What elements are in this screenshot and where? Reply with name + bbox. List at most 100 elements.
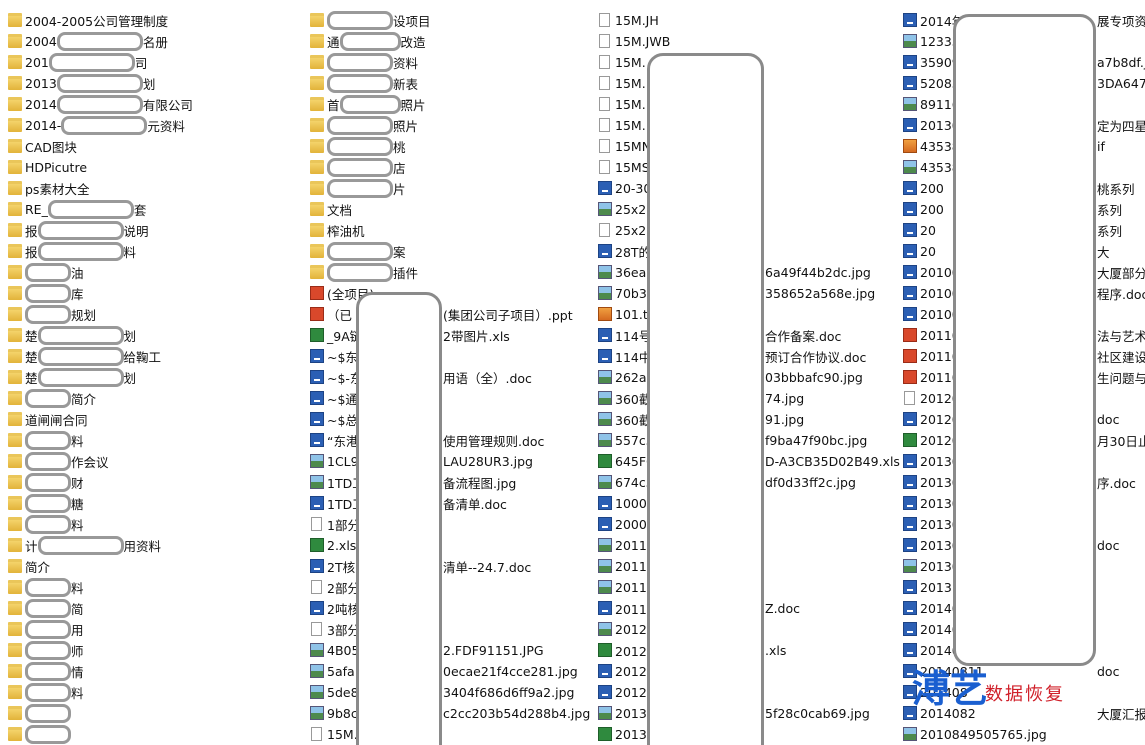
file-item[interactable]: 201 司 bbox=[8, 52, 147, 73]
file-item[interactable]: 糖 bbox=[8, 493, 84, 514]
file-item[interactable]: 作会议 bbox=[8, 451, 109, 472]
file-item[interactable]: 2.xls bbox=[310, 535, 356, 556]
file-item[interactable]: 照片 bbox=[310, 115, 418, 136]
file-item[interactable]: 通 改造 bbox=[310, 31, 426, 52]
file-item[interactable]: （已 (集团公司子项目）.ppt bbox=[310, 304, 573, 325]
file-item[interactable]: 360截 91.jpg bbox=[598, 409, 804, 430]
file-item[interactable]: 简 bbox=[8, 598, 84, 619]
file-item[interactable]: _9A链 2带图片.xls bbox=[310, 325, 510, 346]
file-item[interactable]: 料 bbox=[8, 577, 84, 598]
file-item[interactable]: 20130 bbox=[903, 514, 960, 535]
file-item[interactable]: 15M. bbox=[598, 115, 646, 136]
file-item[interactable]: 2000 bbox=[598, 514, 647, 535]
file-item[interactable]: 新表 bbox=[310, 73, 418, 94]
file-item[interactable]: 楚 给鞠工 bbox=[8, 346, 161, 367]
file-item[interactable]: 20131 bbox=[903, 577, 960, 598]
file-item[interactable]: 20140 bbox=[903, 640, 960, 661]
file-item[interactable]: 料 bbox=[8, 682, 84, 703]
file-item[interactable]: 20140811 doc bbox=[903, 661, 1119, 682]
file-item[interactable]: ps素材大全 bbox=[8, 178, 89, 199]
file-item[interactable]: 1000 bbox=[598, 493, 647, 514]
file-item[interactable]: 114中 预订合作协议.doc bbox=[598, 346, 866, 367]
file-item[interactable]: 262a 03bbbafc90.jpg bbox=[598, 367, 863, 388]
file-item[interactable]: 2吨核 bbox=[310, 598, 360, 619]
file-item[interactable]: 报 说明 bbox=[8, 220, 149, 241]
file-item[interactable]: 简介 bbox=[8, 556, 50, 577]
file-item[interactable]: 规划 bbox=[8, 304, 96, 325]
file-item[interactable]: 油 bbox=[8, 262, 84, 283]
file-item[interactable]: 52083 3DA6471 bbox=[903, 73, 1145, 94]
file-item[interactable]: 案 bbox=[310, 241, 406, 262]
file-item[interactable]: 情 bbox=[8, 661, 84, 682]
file-item[interactable]: 20130 bbox=[903, 556, 960, 577]
file-item[interactable] bbox=[8, 703, 71, 724]
file-item[interactable]: 2012 bbox=[598, 661, 647, 682]
file-item[interactable]: 2014082 大厦汇报材料.ppt bbox=[903, 703, 1145, 724]
file-item[interactable]: 15M. bbox=[598, 52, 646, 73]
file-item[interactable]: 资料 bbox=[310, 52, 418, 73]
file-item[interactable]: 3部分 bbox=[310, 619, 360, 640]
file-item[interactable]: 20140 bbox=[903, 598, 960, 619]
file-item[interactable]: 2011- bbox=[598, 577, 651, 598]
file-item[interactable]: 20120 月30日止 bbox=[903, 430, 1145, 451]
file-item[interactable]: ~$东 bbox=[310, 346, 358, 367]
file-item[interactable]: 114号 合作备案.doc bbox=[598, 325, 841, 346]
file-item[interactable]: 2011年 Z.doc bbox=[598, 598, 800, 619]
file-item[interactable]: 20 大 bbox=[903, 241, 1110, 262]
file-item[interactable]: 道闸闸合同 bbox=[8, 409, 88, 430]
file-item[interactable]: 20110 生问题与 bbox=[903, 367, 1145, 388]
file-item[interactable]: 库 bbox=[8, 283, 84, 304]
file-item[interactable]: HDPicutre bbox=[8, 157, 87, 178]
file-item[interactable]: CAD图块 bbox=[8, 136, 77, 157]
file-item[interactable]: 28T的 bbox=[598, 241, 651, 262]
file-item[interactable]: 榨油机 bbox=[310, 220, 365, 241]
file-item[interactable]: 1TD工 备清单.doc bbox=[310, 493, 507, 514]
file-item[interactable]: 2013 5f28c0cab69.jpg bbox=[598, 703, 870, 724]
file-item[interactable]: 2012 bbox=[598, 682, 647, 703]
file-item[interactable]: 用 bbox=[8, 619, 84, 640]
file-item[interactable]: 料 bbox=[8, 514, 84, 535]
file-item[interactable]: 2013 bbox=[598, 724, 647, 745]
file-item[interactable]: 文档 bbox=[310, 199, 352, 220]
file-item[interactable]: 2004 名册 bbox=[8, 31, 168, 52]
file-item[interactable]: 15MN bbox=[598, 136, 651, 157]
file-item[interactable]: 2011- bbox=[598, 535, 651, 556]
file-item[interactable]: 15M. bbox=[310, 724, 358, 745]
file-item[interactable]: 2012- bbox=[598, 619, 651, 640]
file-item[interactable]: 插件 bbox=[310, 262, 418, 283]
file-item[interactable]: 20130 定为四星 bbox=[903, 115, 1145, 136]
file-item[interactable]: ~$通 bbox=[310, 388, 358, 409]
file-item[interactable]: 15M. bbox=[598, 94, 646, 115]
file-item[interactable]: 简介 bbox=[8, 388, 96, 409]
file-item[interactable]: 20140 bbox=[903, 619, 960, 640]
file-item[interactable]: 360截 74.jpg bbox=[598, 388, 804, 409]
file-item[interactable]: 设项目 bbox=[310, 10, 431, 31]
file-item[interactable]: ~$-东 用语（全）.doc bbox=[310, 367, 532, 388]
file-item[interactable]: 201408 bbox=[903, 682, 968, 703]
file-item[interactable]: 20 系列 bbox=[903, 220, 1122, 241]
file-item[interactable]: 20100 大厦部分 bbox=[903, 262, 1145, 283]
file-item[interactable]: 2004-2005公司管理制度 bbox=[8, 10, 168, 31]
file-item[interactable]: 36ea0 6a49f44b2dc.jpg bbox=[598, 262, 871, 283]
file-item[interactable]: 计 用资料 bbox=[8, 535, 161, 556]
file-item[interactable]: ~$总 bbox=[310, 409, 358, 430]
file-item[interactable]: 12333 bbox=[903, 31, 960, 52]
file-item[interactable]: 楚划 bbox=[8, 325, 136, 346]
file-item[interactable]: 25x20 bbox=[598, 199, 654, 220]
file-item[interactable]: 20130 bbox=[903, 451, 960, 472]
file-item[interactable]: 首 照片 bbox=[310, 94, 426, 115]
file-item[interactable]: 70b3 358652a568e.jpg bbox=[598, 283, 875, 304]
file-item[interactable]: 20130 doc bbox=[903, 535, 1119, 556]
file-item[interactable]: 645F0 D-A3CB35D02B49.xls bbox=[598, 451, 900, 472]
file-item[interactable]: 9b8c c2cc203b54d288b4.jpg bbox=[310, 703, 590, 724]
file-item[interactable]: 15M.JWB bbox=[598, 31, 670, 52]
file-item[interactable]: 桃 bbox=[310, 136, 406, 157]
file-item[interactable]: 20110 社区建设 bbox=[903, 346, 1145, 367]
file-item[interactable]: 20100 程序.doc bbox=[903, 283, 1145, 304]
file-item[interactable]: 5afa 0ecae21f4cce281.jpg bbox=[310, 661, 578, 682]
file-item[interactable]: 4B05 2.FDF91151.JPG bbox=[310, 640, 544, 661]
file-item[interactable]: 1部分 bbox=[310, 514, 360, 535]
file-item[interactable]: 20110 法与艺术 bbox=[903, 325, 1145, 346]
file-item[interactable]: 20120 bbox=[903, 388, 960, 409]
file-item[interactable]: 2部分 bbox=[310, 577, 360, 598]
